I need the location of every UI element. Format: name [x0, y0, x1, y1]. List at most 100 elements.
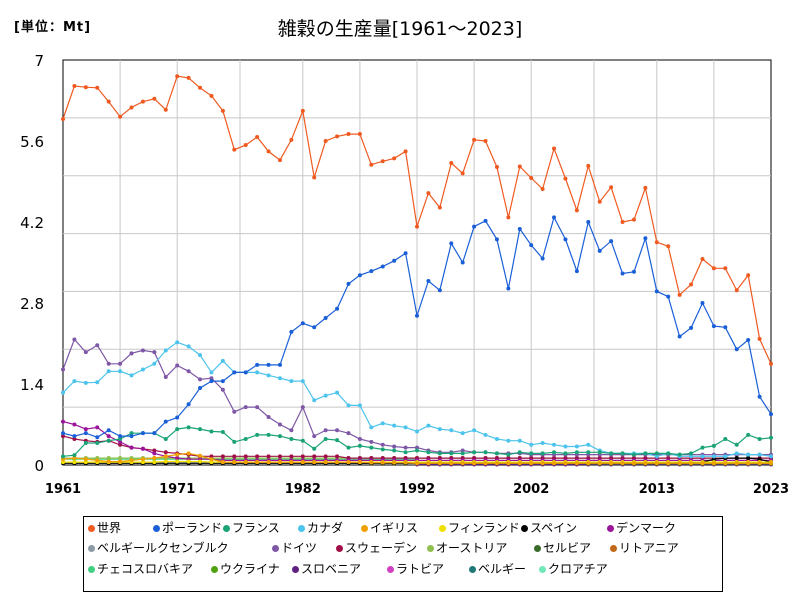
data-point: [277, 422, 282, 427]
legend-item: スペイン: [521, 521, 577, 535]
data-point: [529, 176, 534, 181]
legend-marker: [88, 566, 95, 573]
data-point: [266, 149, 271, 154]
data-point: [415, 313, 419, 318]
data-point: [403, 450, 408, 455]
data-point: [483, 432, 488, 437]
data-point: [620, 220, 625, 224]
data-point: [175, 456, 180, 461]
legend-item: ラトビア: [387, 562, 444, 576]
legend-label: フィンランド: [448, 521, 520, 535]
data-point: [83, 85, 88, 90]
legend-label: チェコスロバキア: [97, 562, 194, 576]
data-point: [643, 461, 648, 466]
data-point: [266, 414, 271, 419]
data-point: [517, 226, 522, 231]
data-point: [746, 456, 751, 461]
legend-item: ポーランド: [153, 521, 222, 535]
data-point: [529, 243, 534, 248]
data-point: [472, 137, 477, 142]
data-point: [654, 461, 659, 466]
data-point: [734, 461, 739, 466]
data-point: [723, 266, 728, 271]
data-point: [769, 435, 773, 440]
data-point: [129, 458, 134, 463]
data-point: [757, 394, 762, 399]
x-tick-label: 1971: [159, 482, 195, 497]
x-tick-label: 2023: [753, 482, 789, 497]
data-point: [335, 454, 340, 459]
data-point: [209, 93, 214, 98]
data-point: [83, 427, 88, 432]
data-point: [175, 415, 180, 420]
data-point: [289, 428, 294, 433]
data-point: [700, 461, 705, 466]
chart-legend: 世界 ポーランド フランス カナダ イギリス フィンランド スペイン デンマーク ベルギールクセ…: [83, 516, 723, 592]
data-point: [711, 266, 716, 271]
data-point: [243, 143, 248, 148]
legend-marker: [88, 545, 95, 552]
data-point: [415, 429, 419, 434]
data-point: [403, 445, 408, 450]
data-point: [232, 409, 237, 414]
data-point: [415, 445, 419, 450]
data-point: [437, 427, 442, 432]
data-point: [220, 430, 225, 435]
data-point: [118, 434, 123, 439]
data-point: [711, 461, 716, 466]
data-point: [163, 454, 168, 459]
legend-item: スウェーデン: [336, 541, 417, 555]
data-point: [472, 428, 477, 433]
data-point: [106, 369, 111, 374]
legend-item: スロベニア: [292, 562, 361, 576]
data-point: [312, 398, 317, 403]
data-point: [266, 432, 271, 437]
data-point: [346, 460, 351, 465]
data-point: [106, 459, 111, 464]
legend-label: スウェーデン: [345, 541, 418, 555]
data-point: [277, 376, 282, 381]
data-point: [426, 191, 431, 196]
data-point: [186, 459, 191, 464]
data-point: [232, 460, 237, 465]
data-point: [140, 99, 145, 104]
data-point: [300, 438, 305, 443]
legend-marker: [298, 525, 305, 532]
data-point: [209, 376, 214, 381]
data-point: [198, 353, 203, 358]
data-point: [392, 258, 397, 263]
data-point: [266, 373, 271, 378]
data-point: [300, 108, 305, 113]
legend-item: 世界: [88, 521, 121, 535]
data-point: [209, 429, 214, 434]
legend-marker: [223, 525, 230, 532]
data-point: [757, 436, 762, 441]
data-point: [494, 436, 499, 441]
data-point: [175, 427, 180, 432]
data-point: [255, 405, 260, 410]
data-point: [677, 334, 682, 339]
data-point: [609, 451, 614, 456]
data-point: [175, 459, 180, 464]
data-point: [769, 454, 773, 459]
data-point: [209, 460, 214, 465]
data-point: [106, 434, 111, 439]
data-point: [129, 431, 134, 436]
data-point: [346, 403, 351, 408]
data-point: [449, 241, 454, 246]
data-point: [312, 175, 317, 180]
legend-marker: [610, 545, 617, 552]
data-point: [369, 460, 374, 465]
data-point: [563, 176, 568, 181]
legend-marker: [272, 545, 279, 552]
data-point: [483, 461, 488, 466]
data-point: [140, 367, 145, 372]
data-point: [415, 461, 419, 466]
data-point: [689, 325, 694, 330]
data-point: [152, 350, 157, 355]
legend-label: ベルギールクセンブルク: [97, 541, 229, 555]
data-point: [186, 451, 191, 456]
legend-item: ベルギー: [469, 562, 526, 576]
legend-label: セルビア: [543, 541, 592, 555]
